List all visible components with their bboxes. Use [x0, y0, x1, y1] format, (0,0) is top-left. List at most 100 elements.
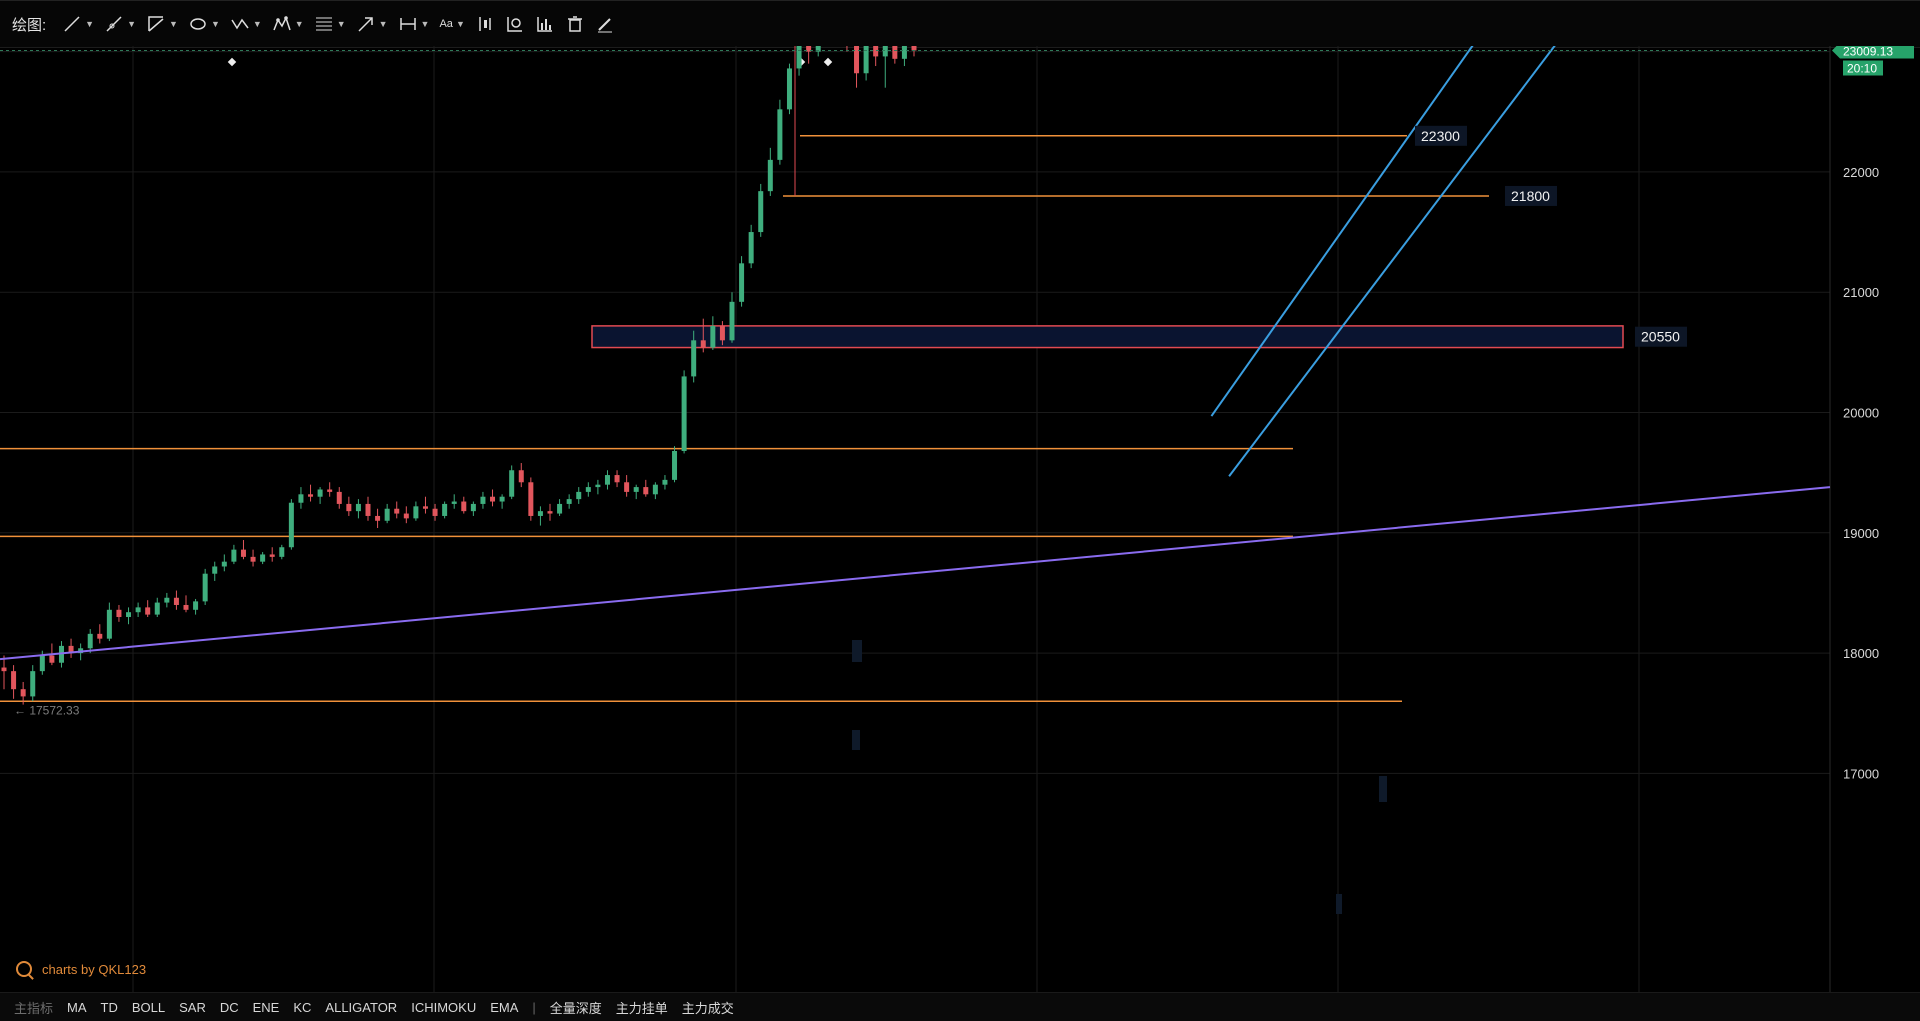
- chevron-down-icon[interactable]: ▼: [210, 19, 220, 29]
- draw-label: 绘图:: [12, 16, 47, 34]
- indicator-td[interactable]: TD: [100, 999, 118, 1015]
- ray-tool[interactable]: ▼: [104, 12, 136, 36]
- indicator-ema[interactable]: EMA: [490, 999, 519, 1015]
- candle-body: [490, 496, 496, 502]
- candle: [183, 595, 189, 613]
- indicator-ma[interactable]: MA: [67, 999, 87, 1015]
- candle: [212, 561, 218, 581]
- trend-line-tool[interactable]: ▼: [62, 12, 94, 36]
- candle: [403, 506, 409, 524]
- arrow-tool[interactable]: ▼: [356, 12, 388, 36]
- candle-body: [518, 470, 524, 483]
- channel-tool-icon: [148, 16, 164, 32]
- volume-bar: [1336, 894, 1342, 914]
- main-orders-toggle[interactable]: 主力挂单: [615, 1000, 668, 1016]
- bar-indicator-tool[interactable]: [475, 12, 495, 36]
- price-axis[interactable]: 1700018000190002000021000220002300024000…: [1832, 46, 1914, 781]
- candle-body: [145, 607, 151, 615]
- chevron-down-icon[interactable]: ▼: [85, 19, 95, 29]
- axis-tick-label: 22000: [1843, 165, 1879, 180]
- price-chart[interactable]: 23800223002180020550← 23800.00← 17572.33…: [0, 46, 1920, 992]
- candle-body: [20, 689, 26, 697]
- pattern-tool[interactable]: ▼: [272, 12, 304, 36]
- indicator-ichimoku[interactable]: ICHIMOKU: [411, 999, 477, 1015]
- chevron-down-icon[interactable]: ▼: [378, 19, 388, 29]
- chevron-down-icon[interactable]: ▼: [252, 19, 262, 29]
- candle-body: [269, 554, 275, 557]
- candle: [796, 46, 802, 76]
- candle-body: [796, 46, 802, 69]
- indicator-ene[interactable]: ENE: [252, 999, 280, 1015]
- candle: [719, 321, 725, 346]
- candle: [336, 487, 342, 509]
- candle: [365, 496, 371, 521]
- candle-body: [854, 46, 860, 74]
- candle: [700, 318, 706, 353]
- indicator-alligator[interactable]: ALLIGATOR: [325, 999, 398, 1015]
- chevron-down-icon[interactable]: ▼: [169, 19, 178, 29]
- candle-body: [681, 376, 687, 451]
- chart-settings-tool[interactable]: [505, 12, 525, 36]
- eraser-tool[interactable]: [595, 12, 615, 36]
- candle-body: [336, 491, 342, 504]
- price-zone[interactable]: [591, 325, 1624, 349]
- candle-body: [509, 470, 515, 497]
- volume-bars-tool[interactable]: [535, 12, 555, 36]
- event-marker[interactable]: [823, 57, 833, 67]
- chevron-down-icon[interactable]: ▼: [455, 19, 465, 29]
- candle: [557, 499, 563, 516]
- indicator-kc[interactable]: KC: [293, 999, 312, 1015]
- candle-body: [327, 489, 333, 492]
- text-tool[interactable]: Aa ▼: [439, 12, 464, 36]
- last-price-tag[interactable]: [1832, 46, 1914, 59]
- zigzag-tool[interactable]: ▼: [230, 12, 262, 36]
- channel-upper-line[interactable]: [1210, 46, 1532, 417]
- candle-body: [39, 655, 45, 672]
- drawing-toolbar: 绘图: ▼ ▼ ▼ ▼ ▼ ▼ ▼ ▼ ▼ Aa ▼: [0, 0, 1920, 48]
- indicator-sar[interactable]: SAR: [179, 999, 206, 1015]
- channel-lower-line[interactable]: [1228, 46, 1557, 477]
- delete-drawings-tool[interactable]: [565, 12, 585, 36]
- candle: [461, 496, 467, 514]
- candle-body: [719, 325, 725, 341]
- indicator-dc[interactable]: DC: [219, 999, 239, 1015]
- indicator-separator: |: [532, 999, 536, 1015]
- zone-label: 20550: [1641, 329, 1680, 345]
- main-trades-toggle[interactable]: 主力成交: [681, 1000, 734, 1016]
- volume-bar: [852, 640, 862, 662]
- low-marker-label: ← 17572.33: [14, 704, 80, 718]
- candle: [585, 482, 591, 497]
- candle: [882, 46, 888, 88]
- channel-tool[interactable]: ▼: [146, 12, 178, 36]
- candle-body: [806, 46, 812, 52]
- candle: [480, 491, 486, 509]
- chevron-down-icon[interactable]: ▼: [420, 19, 430, 29]
- candle-body: [911, 46, 917, 51]
- candle: [97, 624, 103, 644]
- candle: [901, 46, 907, 67]
- candle-body: [1, 667, 7, 672]
- chevron-down-icon[interactable]: ▼: [294, 19, 304, 29]
- event-marker[interactable]: [227, 57, 237, 67]
- candle: [509, 465, 515, 500]
- indicator-boll[interactable]: BOLL: [131, 999, 166, 1015]
- candle-body: [662, 479, 668, 485]
- range-tool[interactable]: ▼: [398, 12, 430, 36]
- candle: [288, 499, 294, 550]
- full-depth-toggle[interactable]: 全量深度: [549, 1000, 602, 1016]
- candle: [317, 487, 323, 504]
- candle: [451, 494, 457, 509]
- candle: [547, 503, 553, 521]
- axis-tick-label: 18000: [1843, 646, 1879, 661]
- candle-body: [193, 601, 199, 610]
- range-tool-icon: [399, 18, 416, 30]
- chevron-down-icon[interactable]: ▼: [127, 19, 137, 29]
- candle: [269, 547, 275, 562]
- trend-line[interactable]: [0, 486, 1831, 661]
- chevron-down-icon[interactable]: ▼: [336, 19, 346, 29]
- fib-tool[interactable]: ▼: [314, 12, 346, 36]
- candle: [154, 597, 160, 618]
- ellipse-tool[interactable]: ▼: [188, 12, 220, 36]
- candle-body: [739, 263, 745, 302]
- candle-body: [260, 554, 266, 562]
